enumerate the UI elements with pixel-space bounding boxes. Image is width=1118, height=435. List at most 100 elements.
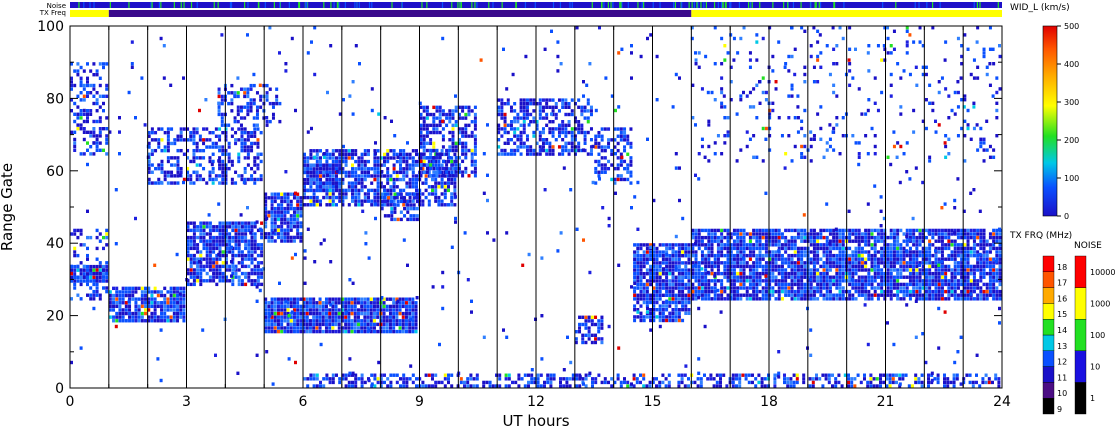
echo-point <box>308 301 312 305</box>
echo-point <box>95 137 99 142</box>
echo-point <box>231 239 235 243</box>
echo-point <box>774 261 778 265</box>
echo-point <box>915 268 919 272</box>
noise-bar-mark <box>128 2 130 8</box>
echo-point <box>82 137 86 142</box>
echo-point <box>700 271 704 276</box>
echo-point <box>758 235 762 240</box>
echo-point <box>902 289 906 294</box>
echo-point <box>134 311 138 316</box>
echo-point <box>691 228 695 233</box>
echo-point <box>713 232 717 236</box>
noise-bar-mark <box>787 2 789 8</box>
noise-bar-mark <box>298 2 301 8</box>
echo-point <box>299 224 303 229</box>
echo-point <box>273 308 277 312</box>
echo-point <box>979 246 983 251</box>
echo-point <box>982 261 986 265</box>
echo-point <box>912 271 916 276</box>
echo-point <box>966 253 970 258</box>
echo-point <box>697 228 701 233</box>
echo-point <box>835 286 839 290</box>
echo-point <box>292 297 296 301</box>
echo-point <box>199 225 203 229</box>
echo-point <box>761 228 765 233</box>
echo-point <box>992 286 996 290</box>
echo-point <box>665 264 669 269</box>
echo-point <box>199 250 203 254</box>
echo-point <box>147 163 151 167</box>
echo-point <box>363 163 367 167</box>
echo-point <box>812 297 816 301</box>
echo-point <box>218 275 222 279</box>
echo-point <box>921 232 925 236</box>
echo-point <box>995 275 999 279</box>
echo-point <box>541 148 545 153</box>
echo-point <box>500 134 504 138</box>
echo-point <box>819 271 823 276</box>
echo-point <box>461 116 465 120</box>
echo-point <box>205 127 209 131</box>
noise-bar-mark <box>109 2 111 8</box>
noise-bar-mark <box>747 2 750 8</box>
echo-point <box>697 286 701 290</box>
echo-point <box>960 235 964 240</box>
echo-point <box>921 257 925 261</box>
echo-point <box>92 134 96 138</box>
echo-point <box>790 235 794 240</box>
echo-point <box>995 253 999 258</box>
echo-point <box>848 257 852 261</box>
echo-point <box>408 322 412 327</box>
echo-point <box>988 275 992 279</box>
echo-point <box>309 167 313 171</box>
echo-point <box>118 293 122 298</box>
echo-point <box>253 279 257 283</box>
echo-point <box>357 203 361 207</box>
echo-point <box>835 275 839 279</box>
echo-point <box>953 261 957 265</box>
echo-point <box>716 264 720 269</box>
echo-point <box>594 141 598 146</box>
echo-point <box>825 239 829 243</box>
echo-point <box>383 188 386 193</box>
echo-point <box>828 275 832 279</box>
echo-point <box>324 322 328 327</box>
echo-point <box>589 152 593 156</box>
echo-point <box>98 297 102 301</box>
echo-point <box>988 286 992 290</box>
echo-point <box>851 239 855 243</box>
echo-point <box>745 286 749 290</box>
echo-point <box>376 156 380 160</box>
echo-point <box>739 261 743 265</box>
echo-point <box>561 123 565 127</box>
echo-point <box>841 271 845 276</box>
echo-point <box>639 311 643 315</box>
echo-point <box>649 250 653 254</box>
echo-point <box>557 98 561 102</box>
echo-point <box>392 181 396 185</box>
echo-point <box>79 243 83 247</box>
echo-point <box>626 177 630 182</box>
echo-point <box>570 109 574 113</box>
echo-point <box>771 239 775 243</box>
echo-point <box>889 257 893 261</box>
echo-point <box>915 297 919 301</box>
echo-point <box>192 225 196 229</box>
echo-point <box>912 257 916 261</box>
echo-point <box>764 286 768 290</box>
echo-point <box>857 257 861 261</box>
echo-point <box>347 181 351 185</box>
echo-point <box>283 239 287 243</box>
echo-point <box>256 279 260 283</box>
noise-bar-mark <box>681 2 683 8</box>
echo-point <box>908 257 912 261</box>
echo-point <box>812 250 816 254</box>
echo-point <box>822 250 826 254</box>
echo-point <box>280 199 284 204</box>
echo-point <box>982 271 986 276</box>
echo-point <box>587 337 591 341</box>
echo-point <box>247 253 251 258</box>
echo-point <box>771 228 775 233</box>
echo-point <box>661 279 665 283</box>
echo-point <box>684 246 688 251</box>
